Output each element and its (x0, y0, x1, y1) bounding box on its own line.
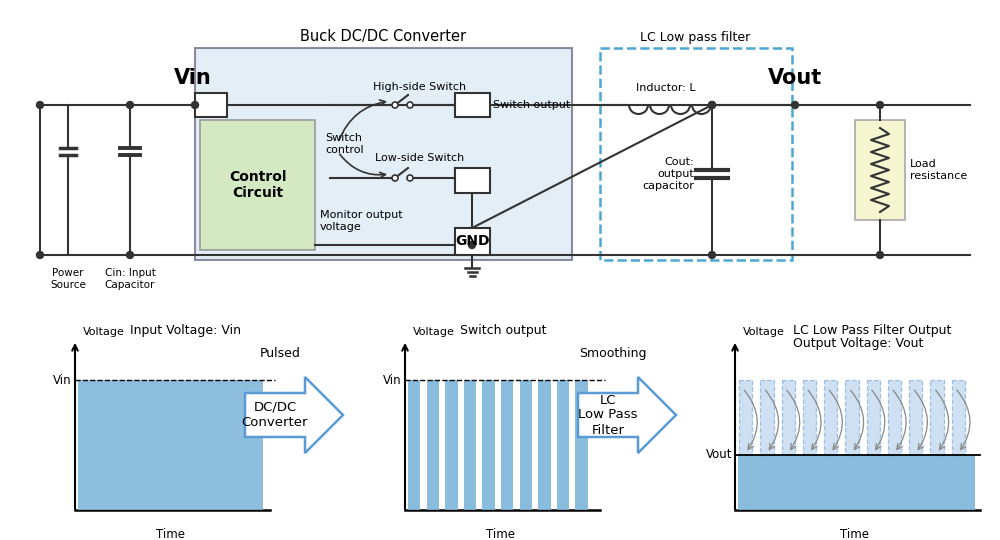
Circle shape (792, 102, 798, 109)
Bar (200, 120, 315, 250)
Text: Pulsed: Pulsed (260, 347, 300, 360)
Bar (803, 380, 816, 455)
Bar (575, 380, 588, 510)
Circle shape (468, 241, 476, 248)
Circle shape (407, 102, 413, 108)
Text: GND: GND (455, 234, 489, 248)
Text: Time: Time (486, 528, 514, 540)
Circle shape (876, 102, 884, 109)
Text: Voltage: Voltage (743, 327, 785, 337)
Circle shape (708, 102, 716, 109)
Circle shape (392, 102, 398, 108)
Text: DC/DC
Converter: DC/DC Converter (242, 401, 308, 429)
Bar (501, 380, 513, 510)
Bar (464, 380, 476, 510)
Bar (867, 380, 880, 455)
Bar (455, 228, 490, 255)
Text: Inductor: L: Inductor: L (636, 83, 696, 93)
Text: Output Voltage: Vout: Output Voltage: Vout (793, 337, 923, 350)
Text: LC Low pass filter: LC Low pass filter (640, 31, 750, 44)
Text: Vout: Vout (706, 449, 732, 462)
Text: Vin: Vin (53, 374, 72, 387)
Bar (520, 380, 532, 510)
Text: Cout:
output
capacitor: Cout: output capacitor (642, 157, 694, 191)
Text: Switch output: Switch output (493, 100, 570, 110)
Bar (195, 93, 227, 117)
Bar (782, 380, 795, 455)
Text: Voltage: Voltage (413, 327, 455, 337)
Text: Power
Source: Power Source (50, 268, 86, 289)
Bar (455, 168, 490, 193)
Circle shape (876, 252, 884, 259)
Text: Voltage: Voltage (83, 327, 125, 337)
Polygon shape (578, 377, 676, 453)
Bar (427, 380, 439, 510)
Text: Buck DC/DC Converter: Buck DC/DC Converter (300, 29, 466, 44)
Bar (888, 380, 901, 455)
Text: Low-side Switch: Low-side Switch (375, 153, 465, 163)
Circle shape (392, 175, 398, 181)
Bar (538, 380, 551, 510)
Text: Smoothing: Smoothing (579, 347, 647, 360)
Text: Input Voltage: Vin: Input Voltage: Vin (130, 324, 241, 337)
Bar (855, 120, 905, 220)
Text: Vin: Vin (383, 374, 402, 387)
Text: Monitor output
voltage: Monitor output voltage (320, 210, 403, 232)
Bar (600, 48, 792, 260)
Bar (824, 380, 837, 455)
Bar (845, 380, 859, 455)
Text: LC Low Pass Filter Output: LC Low Pass Filter Output (793, 324, 951, 337)
Text: Switch
control: Switch control (325, 133, 364, 154)
Bar (952, 380, 965, 455)
Text: Control
Circuit: Control Circuit (229, 170, 286, 200)
Circle shape (708, 102, 716, 109)
Bar (760, 380, 774, 455)
Bar (557, 380, 569, 510)
Bar (738, 455, 975, 510)
Circle shape (126, 252, 134, 259)
Bar (408, 380, 420, 510)
Text: Vout: Vout (768, 68, 822, 88)
Bar (78, 380, 263, 510)
Bar (930, 380, 944, 455)
Bar (455, 93, 490, 117)
Bar (739, 380, 752, 455)
Text: Load
resistance: Load resistance (910, 159, 967, 181)
Circle shape (192, 102, 198, 109)
Circle shape (126, 102, 134, 109)
Text: Vin: Vin (174, 68, 212, 88)
Circle shape (36, 252, 44, 259)
Circle shape (36, 102, 44, 109)
Text: Time: Time (156, 528, 184, 540)
Bar (195, 48, 572, 260)
Text: Switch output: Switch output (460, 324, 546, 337)
Text: High-side Switch: High-side Switch (373, 82, 467, 92)
Circle shape (407, 175, 413, 181)
Circle shape (708, 252, 716, 259)
Bar (909, 380, 922, 455)
Polygon shape (245, 377, 343, 453)
Text: Cin: Input
Capacitor: Cin: Input Capacitor (105, 268, 155, 289)
Bar (482, 380, 495, 510)
Text: LC
Low Pass
Filter: LC Low Pass Filter (578, 394, 638, 436)
Bar (445, 380, 458, 510)
Text: Time: Time (840, 528, 870, 540)
